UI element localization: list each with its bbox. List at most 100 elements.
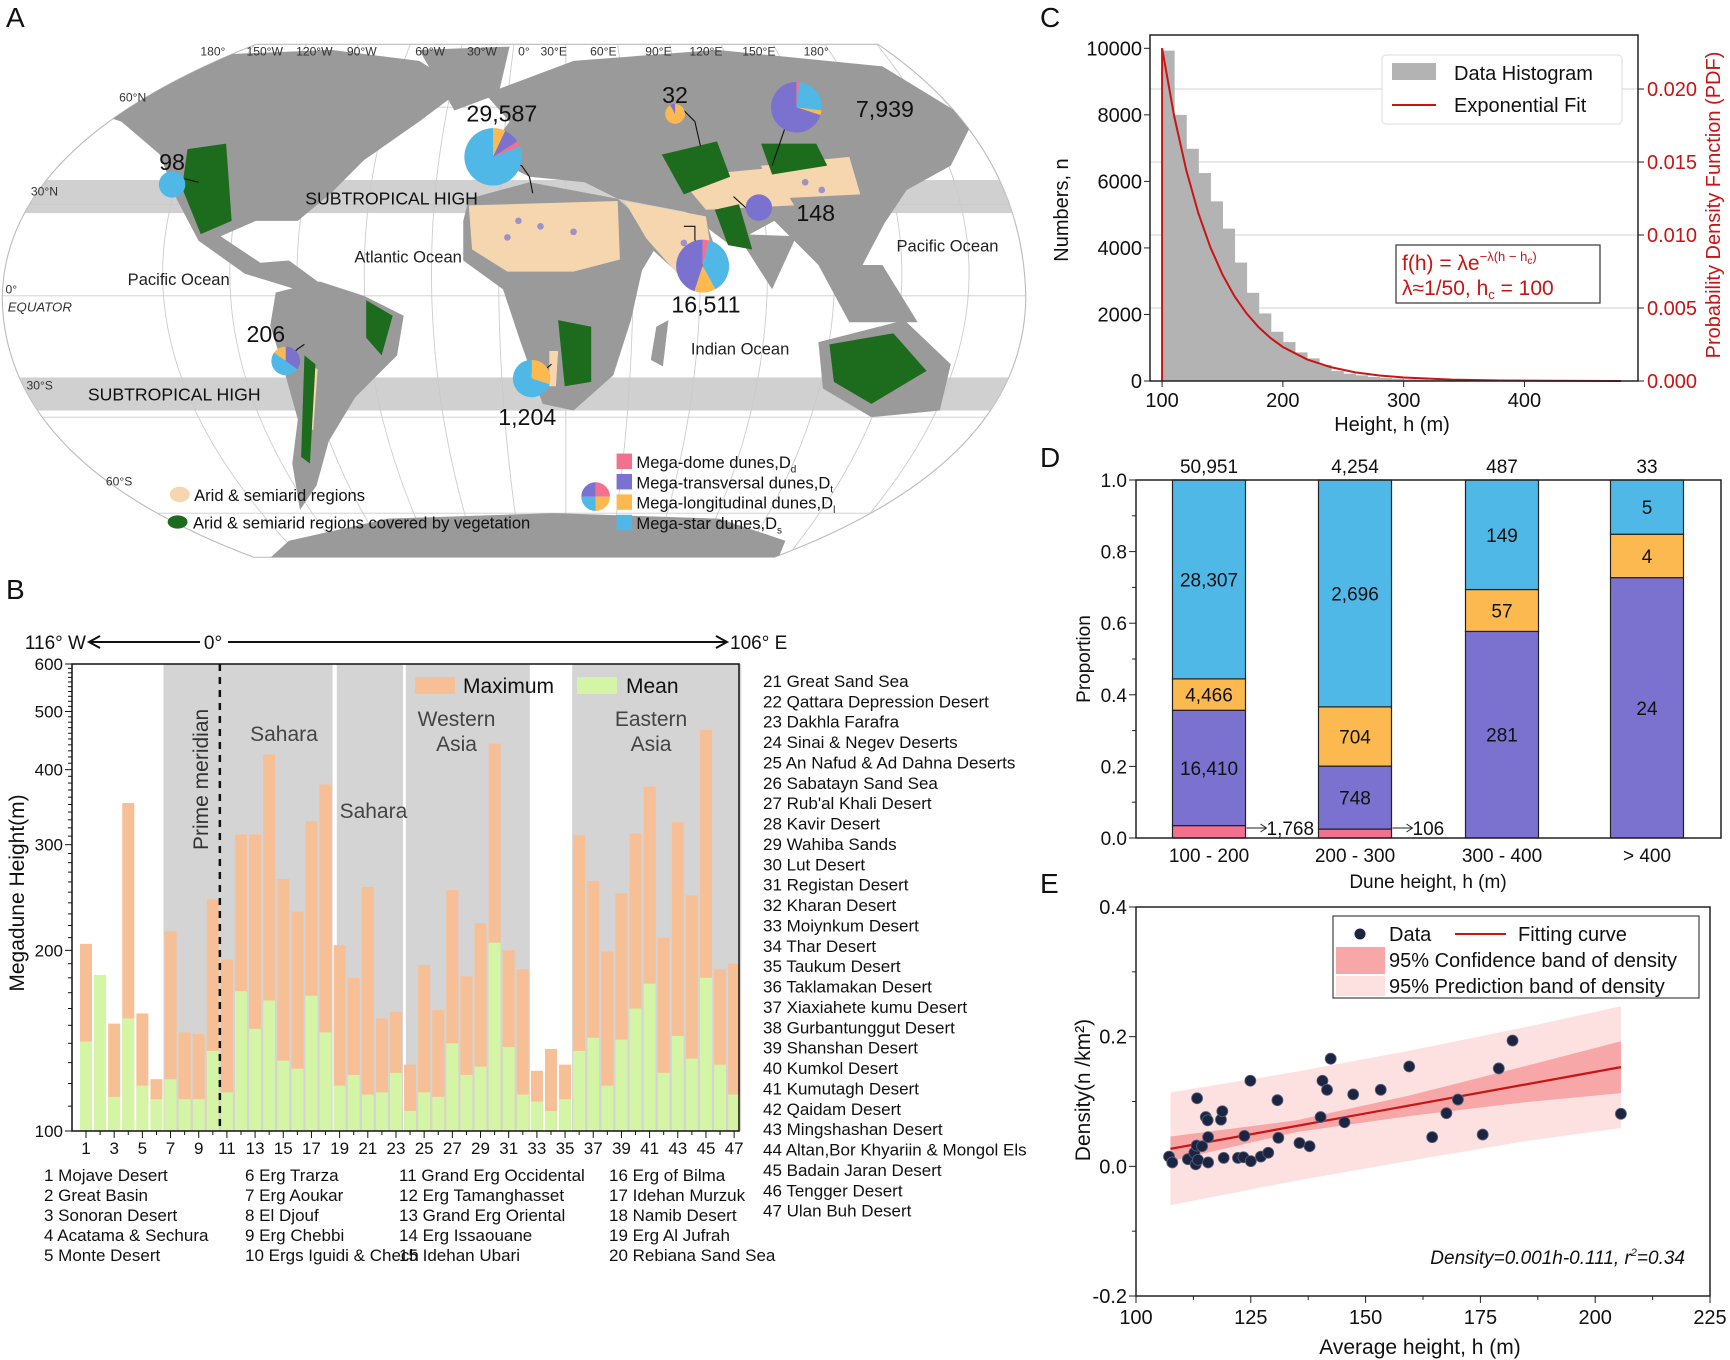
- formula-exponent: −λ(h − h: [1480, 249, 1528, 264]
- segment-count-label: 149: [1486, 526, 1518, 547]
- bar-mean: [629, 1008, 642, 1131]
- desert-name: 44 Altan,Bor Khyariin & Mongol Els: [763, 1141, 1027, 1160]
- histogram-bar: [1222, 228, 1236, 381]
- x-tick-label: 300 - 400: [1462, 846, 1542, 867]
- pie-slice-longitudinal: [796, 107, 822, 116]
- pie-slice-dome: [493, 141, 520, 157]
- panel-c-chart: 100 200 300 40002000400060008000100000.0000…: [1051, 34, 1725, 436]
- landmass-southeast-asia: [818, 264, 918, 323]
- data-point: [1238, 1129, 1251, 1142]
- x-tick-label: 5: [138, 1139, 147, 1158]
- x-tick-label: 45: [696, 1139, 715, 1158]
- arrowhead-right-icon: [715, 635, 730, 649]
- desert-name: 45 Badain Jaran Desert: [763, 1161, 942, 1180]
- y-tick-label: 200: [35, 941, 63, 960]
- bar-mean: [728, 1094, 741, 1131]
- stacked-bar-segment-transversal: [1317, 765, 1393, 830]
- desert-name: 18 Namib Desert: [609, 1206, 737, 1225]
- bar-mean: [333, 1085, 346, 1131]
- y-tick-label: 4000: [1098, 238, 1143, 260]
- segment-count-label: 704: [1339, 728, 1371, 749]
- data-point: [1506, 1034, 1519, 1047]
- pie-slice-longitudinal: [665, 103, 685, 124]
- segment-count-label: 106: [1413, 819, 1445, 840]
- bar-mean: [516, 1094, 529, 1131]
- bar-mean: [389, 1072, 402, 1131]
- data-point: [1201, 1114, 1214, 1127]
- x-axis-label: Average height, h (m): [1319, 1336, 1521, 1359]
- data-point: [1293, 1137, 1306, 1149]
- data-point: [1615, 1107, 1627, 1120]
- y-tick-label: 0.4: [1101, 686, 1128, 707]
- longitude-label-right: 106° E: [730, 633, 787, 654]
- data-point: [1347, 1088, 1360, 1101]
- vegetated-arid-region: [181, 143, 232, 235]
- pie-count-label: 29,587: [466, 101, 537, 127]
- desert-name: 28 Kavir Desert: [763, 815, 880, 834]
- data-point: [1303, 1140, 1316, 1153]
- histogram-bar: [1319, 365, 1332, 381]
- bar-mean: [643, 983, 656, 1131]
- desert-name: 22 Qattara Depression Desert: [763, 692, 989, 711]
- desert-name: 29 Wahiba Sands: [763, 835, 897, 854]
- panel-label-d: D: [1040, 442, 1061, 473]
- bar-mean: [559, 1099, 572, 1131]
- x-tick-label: 300: [1387, 390, 1420, 412]
- bar-total-label: 33: [1636, 457, 1657, 478]
- desert-name: 4 Acatama & Sechura: [44, 1226, 209, 1245]
- desert-name: 38 Gurbantunggut Desert: [763, 1018, 955, 1037]
- y-tick-label: 300: [35, 836, 63, 855]
- desert-name: 46 Tengger Desert: [763, 1181, 903, 1200]
- y-tick-label: 0.0: [1101, 829, 1127, 850]
- y-right-tick-label: 0.005: [1647, 298, 1697, 320]
- y-tick-label: 600: [35, 655, 63, 674]
- desert-name: 31 Registan Desert: [763, 876, 909, 895]
- pie-slice-dome: [702, 239, 710, 267]
- desert-name: 47 Ulan Buh Desert: [763, 1202, 912, 1221]
- y-right-tick-label: 0.015: [1647, 152, 1697, 174]
- megadune-patch: [570, 228, 577, 236]
- pie-slice-transversal: [670, 103, 676, 114]
- histogram-bar: [1343, 373, 1356, 381]
- desert-name: 34 Thar Desert: [763, 937, 876, 956]
- bar-maximum: [728, 963, 741, 1131]
- data-point: [1440, 1107, 1453, 1120]
- landmass-antarctica: [264, 513, 786, 558]
- legend-label-fit: Fitting curve: [1518, 924, 1627, 946]
- desert-name: 35 Taukum Desert: [763, 957, 901, 976]
- meridian-line: [431, 44, 479, 558]
- megadune-patch: [515, 217, 522, 225]
- x-tick-label: 11: [218, 1139, 236, 1158]
- bar-maximum: [418, 965, 431, 1131]
- ocean-label-atlantic: Atlantic Ocean: [354, 248, 462, 267]
- arrowhead-icon: [1406, 823, 1414, 833]
- y-tick-label: 0.2: [1099, 1027, 1127, 1049]
- desert-name: 2 Great Basin: [44, 1186, 148, 1205]
- desert-name: 37 Xiaxiahete kumu Desert: [763, 998, 967, 1017]
- legend-label-text: Mega-dome dunes,D: [636, 453, 790, 472]
- formula-line-2: λ≈1/50, hc = 100: [1402, 277, 1554, 302]
- x-tick-label: 125: [1234, 1307, 1267, 1329]
- ocean-label-indian: Indian Ocean: [691, 339, 789, 358]
- x-tick-label: 33: [527, 1139, 546, 1158]
- legend-swatch-confidence: [1336, 947, 1385, 974]
- panel-label-a: A: [6, 2, 25, 33]
- pie-slice-star: [464, 128, 522, 186]
- y-tick-label: 0: [1131, 371, 1142, 393]
- vegetated-arid-region: [761, 143, 828, 175]
- arrowhead-icon: [1260, 823, 1268, 833]
- formula-box: [1395, 244, 1601, 304]
- stacked-bar-segment-longitudinal: [1609, 533, 1685, 579]
- y-tick-label: 0.8: [1101, 543, 1127, 564]
- y-tick-label: 1.0: [1101, 471, 1127, 492]
- fit-equation: Density=0.001h-0.111, r2=0.34: [1430, 1247, 1685, 1269]
- bar-mean: [544, 1110, 557, 1131]
- histogram-bar: [1174, 114, 1187, 381]
- vegetated-arid-region: [558, 320, 592, 387]
- landmass-north-america: [88, 49, 464, 290]
- pie-count-label: 7,939: [856, 96, 914, 122]
- vegetation-legend-swatch: [167, 515, 188, 529]
- arid-legend-label: Arid & semiarid regions: [194, 486, 365, 505]
- subtropical-high-label: SUBTROPICAL HIGH: [305, 188, 478, 208]
